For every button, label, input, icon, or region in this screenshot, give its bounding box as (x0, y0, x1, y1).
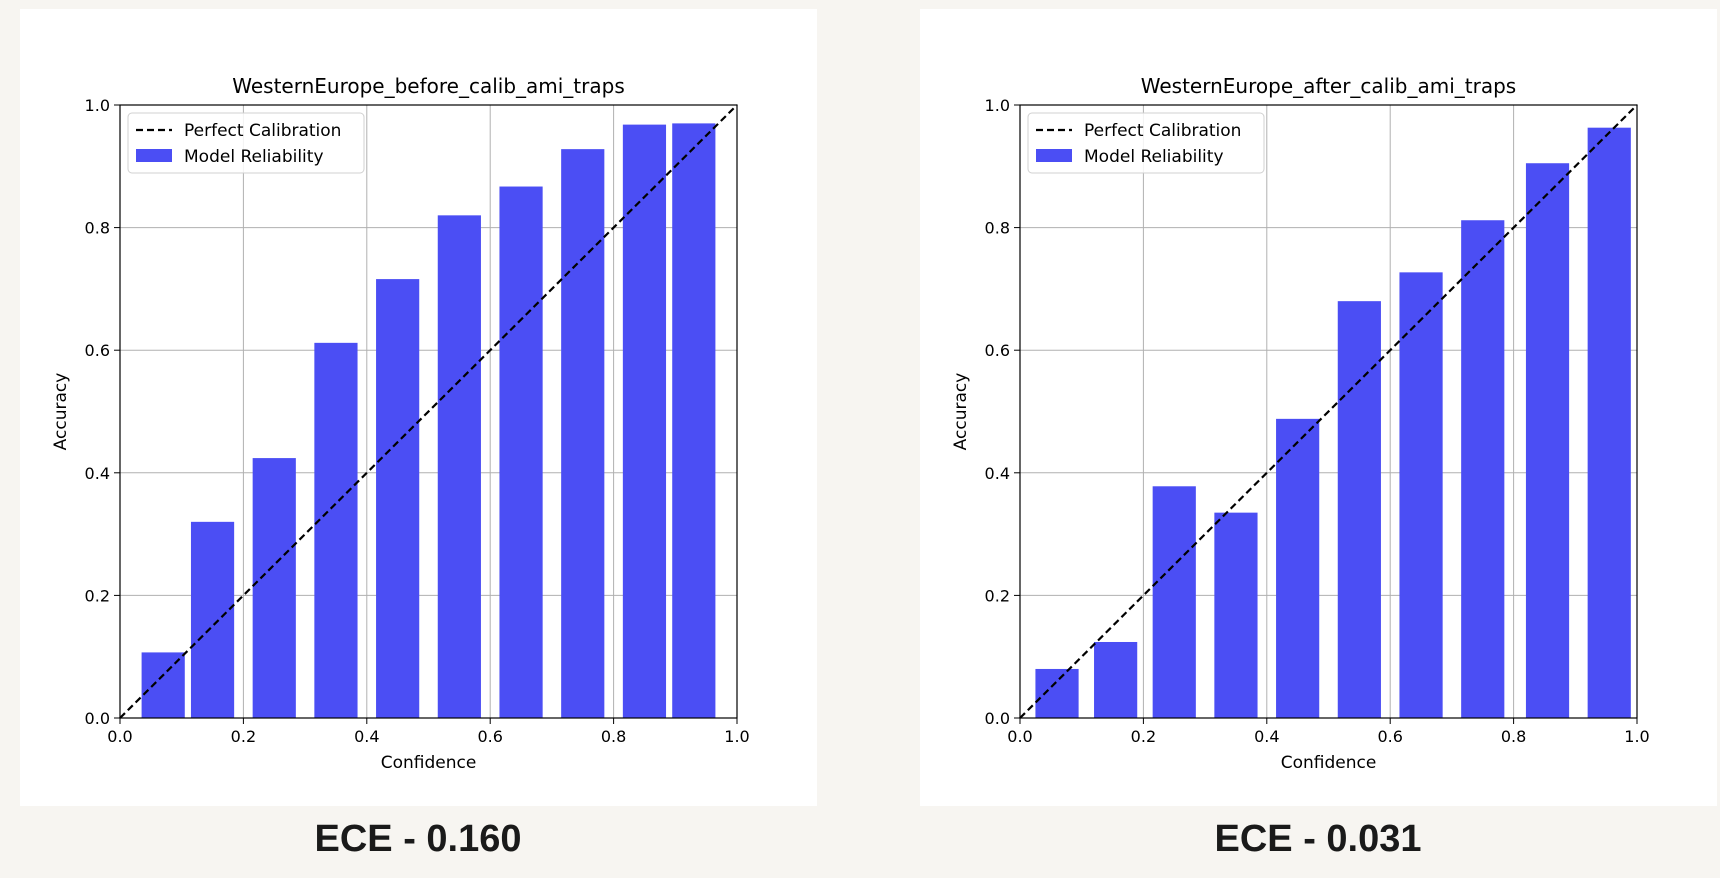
x-tick-label: 0.8 (1501, 727, 1526, 746)
y-tick-label: 1.0 (985, 96, 1010, 115)
bar-3 (1152, 486, 1196, 718)
y-tick-label: 0.8 (985, 219, 1010, 238)
x-tick-label: 0.2 (1131, 727, 1156, 746)
ece-caption-before: ECE - 0.160 (314, 818, 522, 860)
x-tick-label: 0.6 (1377, 727, 1402, 746)
perfect-calibration-line (119, 104, 738, 719)
y-tick-label: 0.2 (85, 586, 110, 605)
y-tick-label: 0.6 (85, 341, 110, 360)
y-tick-label: 0.0 (985, 709, 1010, 728)
x-tick-label: 1.0 (724, 727, 749, 746)
legend-label-perfect: Perfect Calibration (1084, 121, 1241, 141)
bar-5 (1276, 418, 1320, 718)
bar-5 (376, 279, 420, 718)
x-tick-label: 1.0 (1624, 727, 1649, 746)
x-tick-label: 0.4 (1254, 727, 1279, 746)
bars (141, 123, 716, 719)
y-axis-label: Accuracy (51, 373, 71, 451)
y-tick-label: 0.4 (985, 464, 1010, 483)
bar-1 (1035, 668, 1079, 718)
bar-4 (1214, 512, 1258, 718)
x-tick-label: 0.0 (1007, 727, 1032, 746)
legend-label-perfect: Perfect Calibration (184, 121, 341, 141)
reliability-chart-after: 0.0 0.2 0.4 0.6 0.8 1.0 0.0 0.2 0.4 0.6 0.8 1.0 West… (951, 74, 1650, 773)
bar-2 (1094, 641, 1138, 718)
bar-7 (1399, 272, 1443, 718)
reliability-chart-before: 0.0 0.2 0.4 0.6 0.8 1.0 0.0 0.2 0.4 0.6 0.8 1.0 West… (51, 74, 750, 773)
x-tick-label: 0.6 (477, 727, 502, 746)
legend-label-model: Model Reliability (184, 147, 324, 167)
bar-3 (252, 458, 296, 718)
ece-caption-after: ECE - 0.031 (1214, 818, 1422, 860)
y-tick-label: 0.0 (85, 709, 110, 728)
bar-4 (314, 342, 358, 718)
legend-label-model: Model Reliability (1084, 147, 1224, 167)
bar-2 (190, 521, 235, 718)
x-tick-label: 0.4 (354, 727, 379, 746)
bars (1035, 127, 1631, 719)
chart-title: WesternEurope_before_calib_ami_traps (232, 74, 625, 98)
bar-1 (141, 652, 185, 718)
y-tick-label: 0.4 (85, 464, 110, 483)
bar-8 (561, 149, 605, 719)
chart-title: WesternEurope_after_calib_ami_traps (1141, 74, 1516, 98)
bar-8 (1461, 220, 1505, 718)
y-axis-label: Accuracy (951, 373, 971, 451)
y-tick-label: 0.8 (85, 219, 110, 238)
legend-box (1027, 112, 1265, 174)
bar-10 (1587, 127, 1631, 718)
x-tick-label: 0.0 (107, 727, 132, 746)
legend: Perfect Calibration Model Reliability (1027, 112, 1265, 174)
chart-panel-after: 0.0 0.2 0.4 0.6 0.8 1.0 0.0 0.2 0.4 0.6 0.8 1.0 West… (920, 9, 1717, 806)
legend: Perfect Calibration Model Reliability (127, 112, 365, 174)
x-tick-label: 0.2 (231, 727, 256, 746)
chart-panel-before: 0.0 0.2 0.4 0.6 0.8 1.0 0.0 0.2 0.4 0.6 0.8 1.0 West… (20, 9, 817, 806)
axes-frame (1019, 104, 1638, 719)
legend-bar-swatch (1036, 149, 1072, 162)
legend-box (127, 112, 365, 174)
y-tick-label: 0.6 (985, 341, 1010, 360)
axes-frame (119, 104, 738, 719)
bar-6 (1337, 301, 1381, 718)
bar-9 (1525, 163, 1570, 719)
bar-7 (499, 186, 543, 719)
x-axis-label: Confidence (1281, 753, 1377, 773)
bar-10 (672, 123, 716, 718)
legend-bar-swatch (136, 149, 172, 162)
bar-6 (437, 215, 481, 718)
perfect-calibration-line (1019, 104, 1638, 719)
y-tick-label: 1.0 (85, 96, 110, 115)
bar-9 (622, 124, 667, 719)
x-tick-label: 0.8 (601, 727, 626, 746)
y-tick-label: 0.2 (985, 586, 1010, 605)
x-axis-label: Confidence (381, 753, 477, 773)
